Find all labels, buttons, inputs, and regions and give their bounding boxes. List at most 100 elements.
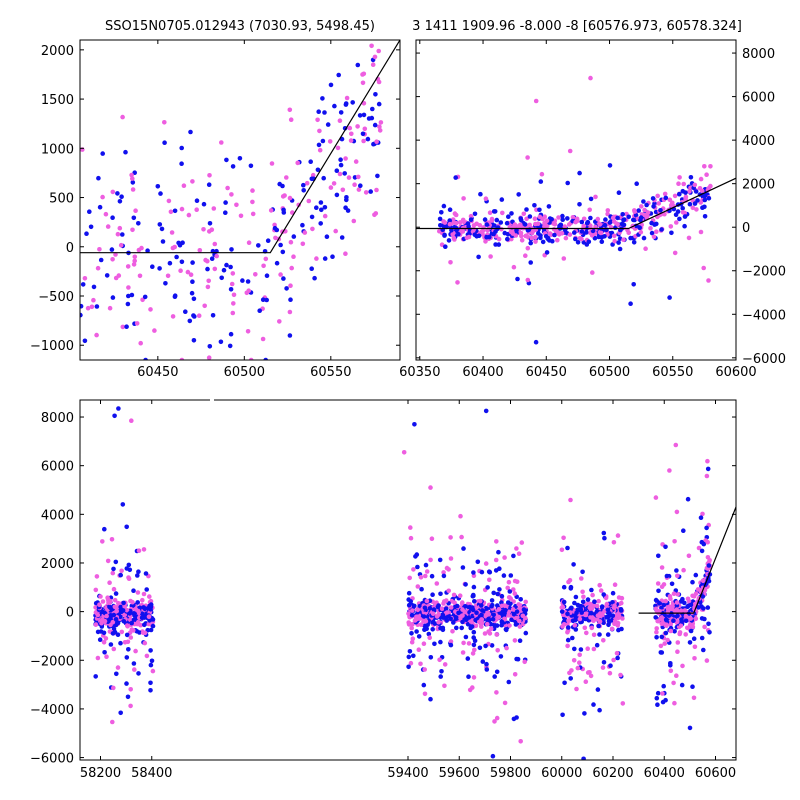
data-point (656, 588, 661, 594)
data-point (572, 646, 577, 652)
data-point (93, 587, 99, 593)
data-point (477, 645, 483, 651)
data-point (111, 646, 117, 652)
data-point (422, 691, 428, 697)
data-point (115, 632, 121, 637)
data-point (662, 211, 667, 217)
data-point (690, 579, 695, 585)
data-point (94, 332, 99, 338)
data-point (300, 241, 306, 247)
data-point (338, 157, 343, 162)
data-point (96, 175, 101, 181)
data-point (616, 595, 622, 600)
data-point (484, 606, 489, 611)
data-point (370, 62, 376, 67)
data-point (120, 324, 126, 330)
x-tick-label: 60000 (541, 766, 582, 781)
data-point (107, 305, 113, 311)
data-point (451, 235, 457, 241)
data-point (480, 608, 485, 613)
data-point (179, 206, 185, 212)
data-point (136, 548, 142, 553)
data-point (277, 319, 282, 324)
data-point (443, 244, 448, 249)
data-point (580, 569, 585, 575)
data-point (595, 216, 601, 222)
panel-bottom-marks (93, 406, 736, 760)
data-point (512, 222, 518, 227)
data-point (337, 171, 343, 177)
data-point (408, 599, 414, 604)
data-point (610, 600, 615, 605)
data-point (446, 567, 451, 572)
data-point (443, 606, 449, 611)
data-point (325, 122, 331, 127)
data-point (533, 339, 539, 345)
data-point (281, 210, 287, 215)
data-point (460, 217, 466, 223)
data-point (692, 182, 698, 188)
data-point (411, 567, 416, 572)
data-point (654, 626, 659, 631)
data-point (300, 222, 305, 228)
data-point (120, 502, 126, 507)
data-point (342, 171, 348, 176)
data-point (129, 292, 135, 298)
data-point (674, 568, 679, 573)
data-point (514, 656, 519, 662)
data-point (221, 267, 227, 273)
data-point (702, 214, 708, 219)
data-point (654, 635, 659, 640)
data-point (568, 584, 574, 590)
data-point (496, 607, 502, 612)
data-point (230, 164, 236, 169)
data-point (370, 106, 375, 112)
data-point (566, 625, 571, 630)
data-point (590, 592, 595, 598)
data-point (562, 224, 568, 229)
data-point (453, 175, 459, 180)
panel-bottom-ticks: 58200 58400 59400 59600 59800 60000 60200 60400… (30, 400, 736, 781)
data-point (620, 701, 626, 706)
data-point (556, 231, 561, 236)
data-point (574, 610, 579, 616)
data-point (444, 598, 449, 603)
data-point (560, 213, 565, 219)
data-point (100, 599, 106, 604)
data-point (421, 682, 427, 688)
data-point (485, 228, 490, 233)
data-point (565, 611, 570, 617)
data-point (674, 509, 680, 515)
data-point (494, 539, 499, 544)
data-point (441, 219, 446, 224)
data-point (675, 649, 680, 654)
data-point (607, 670, 613, 676)
data-point (590, 270, 595, 275)
data-point (371, 141, 376, 147)
data-point (170, 314, 176, 319)
data-point (512, 591, 518, 596)
data-point (209, 256, 215, 262)
data-point (659, 227, 664, 232)
data-point (406, 654, 412, 660)
data-point (418, 661, 423, 667)
data-point (261, 263, 266, 269)
x-tick-label: 60550 (652, 365, 693, 380)
data-point (585, 646, 590, 651)
data-point (454, 603, 460, 609)
data-point (599, 239, 605, 244)
data-point (667, 197, 673, 203)
data-point (460, 650, 466, 655)
data-point (484, 661, 489, 667)
data-point (244, 290, 250, 296)
data-point (538, 179, 544, 184)
data-point (113, 559, 119, 565)
data-point (484, 667, 490, 672)
data-point (520, 613, 526, 619)
data-point (174, 254, 179, 260)
data-point (454, 625, 459, 631)
data-point (477, 619, 482, 625)
data-point (320, 138, 326, 144)
data-point (142, 640, 148, 646)
data-point (611, 657, 616, 663)
